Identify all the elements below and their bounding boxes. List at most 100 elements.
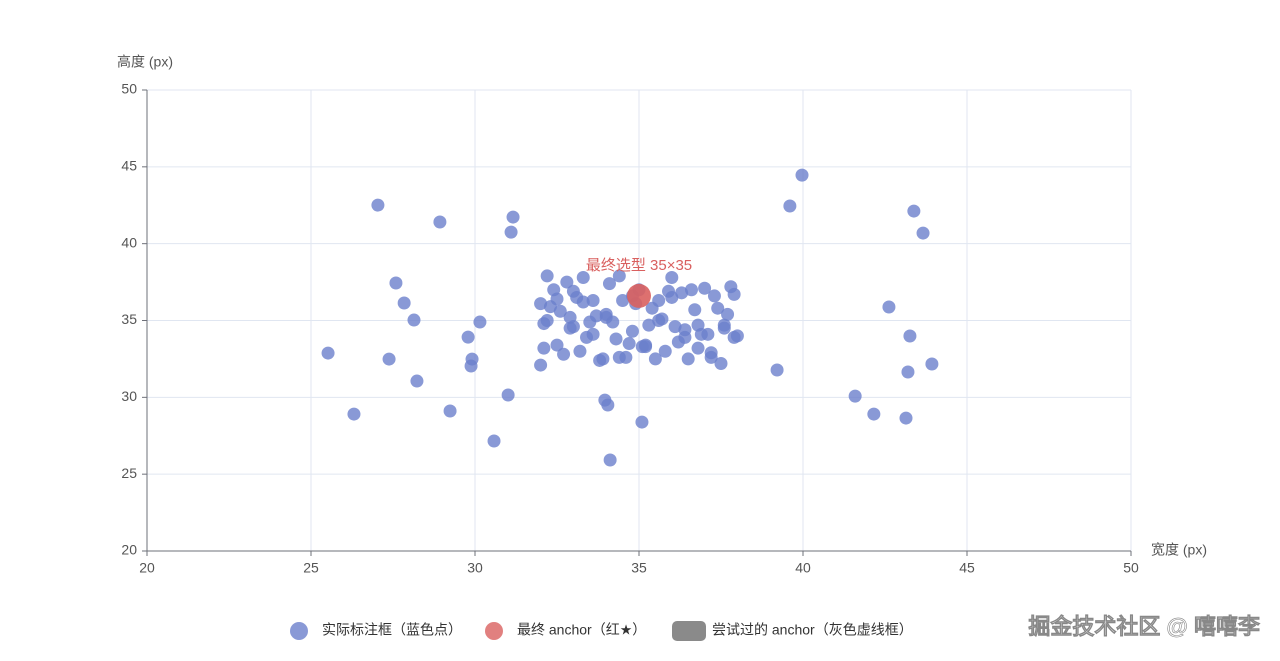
point: [407, 313, 421, 327]
point: [704, 350, 718, 364]
point: [573, 344, 587, 358]
point: [727, 287, 741, 301]
point: [901, 365, 915, 379]
legend-label: 实际标注框（蓝色点）: [322, 622, 462, 638]
point: [347, 407, 361, 421]
point: [586, 327, 600, 341]
point: [907, 204, 921, 218]
point: [648, 352, 662, 366]
point: [563, 310, 577, 324]
watermark: 掘金技术社区 @ 嘻嘻李: [1028, 614, 1261, 639]
point: [487, 434, 501, 448]
point: [550, 292, 564, 306]
point: [665, 290, 679, 304]
y-tick-label: 40: [121, 234, 137, 250]
point: [867, 407, 881, 421]
y-tick-label: 45: [121, 158, 137, 174]
point: [691, 318, 705, 332]
legend-icon: [672, 621, 706, 641]
point: [603, 453, 617, 467]
point: [589, 309, 603, 323]
point: [537, 341, 551, 355]
point: [596, 352, 610, 366]
point: [464, 359, 478, 373]
point: [609, 332, 623, 346]
point: [616, 294, 630, 308]
point: [783, 199, 797, 213]
y-tick-label: 50: [121, 81, 137, 97]
point: [721, 307, 735, 321]
legend-label: 尝试过的 anchor（灰色虚线框）: [712, 622, 913, 638]
x-tick-label: 30: [467, 560, 483, 576]
point: [534, 358, 548, 372]
point: [688, 303, 702, 317]
point: [601, 398, 615, 412]
x-tick-label: 50: [1123, 560, 1139, 576]
point: [625, 324, 639, 338]
point: [612, 350, 626, 364]
point: [602, 277, 616, 291]
point: [652, 314, 666, 327]
point: [652, 294, 666, 308]
point: [389, 276, 403, 290]
point: [639, 340, 653, 354]
y-tick-label: 35: [121, 311, 137, 327]
point: [473, 315, 487, 329]
x-axis-label: 宽度 (px): [1151, 542, 1207, 558]
y-axis-label: 高度 (px): [117, 54, 173, 70]
legend-icon: [290, 622, 308, 640]
point: [882, 300, 896, 314]
point: [540, 269, 554, 283]
point: [711, 301, 725, 315]
y-tick-label: 25: [121, 465, 137, 481]
point: [550, 338, 564, 352]
point: [675, 286, 689, 300]
point: [557, 347, 571, 361]
point: [698, 281, 712, 295]
point: [668, 320, 682, 334]
point: [681, 352, 695, 366]
point: [553, 304, 567, 318]
point: [903, 329, 917, 343]
legend-icon: [485, 622, 503, 640]
point: [586, 294, 600, 308]
point: [730, 329, 744, 343]
point: [899, 411, 913, 425]
point: [678, 330, 692, 344]
point: [576, 270, 590, 284]
point: [707, 289, 721, 303]
x-tick-label: 35: [631, 560, 647, 576]
point: [504, 225, 518, 239]
y-tick-label: 20: [121, 542, 137, 558]
point: [540, 314, 554, 327]
point: [925, 357, 939, 371]
annotation: 最终选型 35×35: [586, 257, 692, 274]
point: [410, 374, 424, 388]
point: [599, 307, 613, 321]
point: [371, 198, 385, 212]
x-tick-label: 45: [959, 560, 975, 576]
point: [433, 215, 447, 229]
point: [658, 344, 672, 358]
point: [534, 297, 548, 311]
x-tick-label: 25: [303, 560, 319, 576]
point: [560, 275, 574, 289]
point: [382, 352, 396, 366]
point: [635, 415, 649, 429]
point: [714, 357, 728, 371]
point: [795, 168, 809, 182]
point: [684, 283, 698, 297]
point: [916, 226, 930, 240]
point: [701, 327, 715, 341]
point: [770, 363, 784, 377]
point: [501, 388, 515, 402]
point: [397, 296, 411, 310]
point: [691, 341, 705, 355]
x-tick-label: 40: [795, 560, 811, 576]
point: [443, 404, 457, 418]
point: [576, 295, 590, 309]
x-tick-label: 20: [139, 560, 155, 576]
point: [612, 269, 626, 283]
point: [717, 321, 731, 335]
